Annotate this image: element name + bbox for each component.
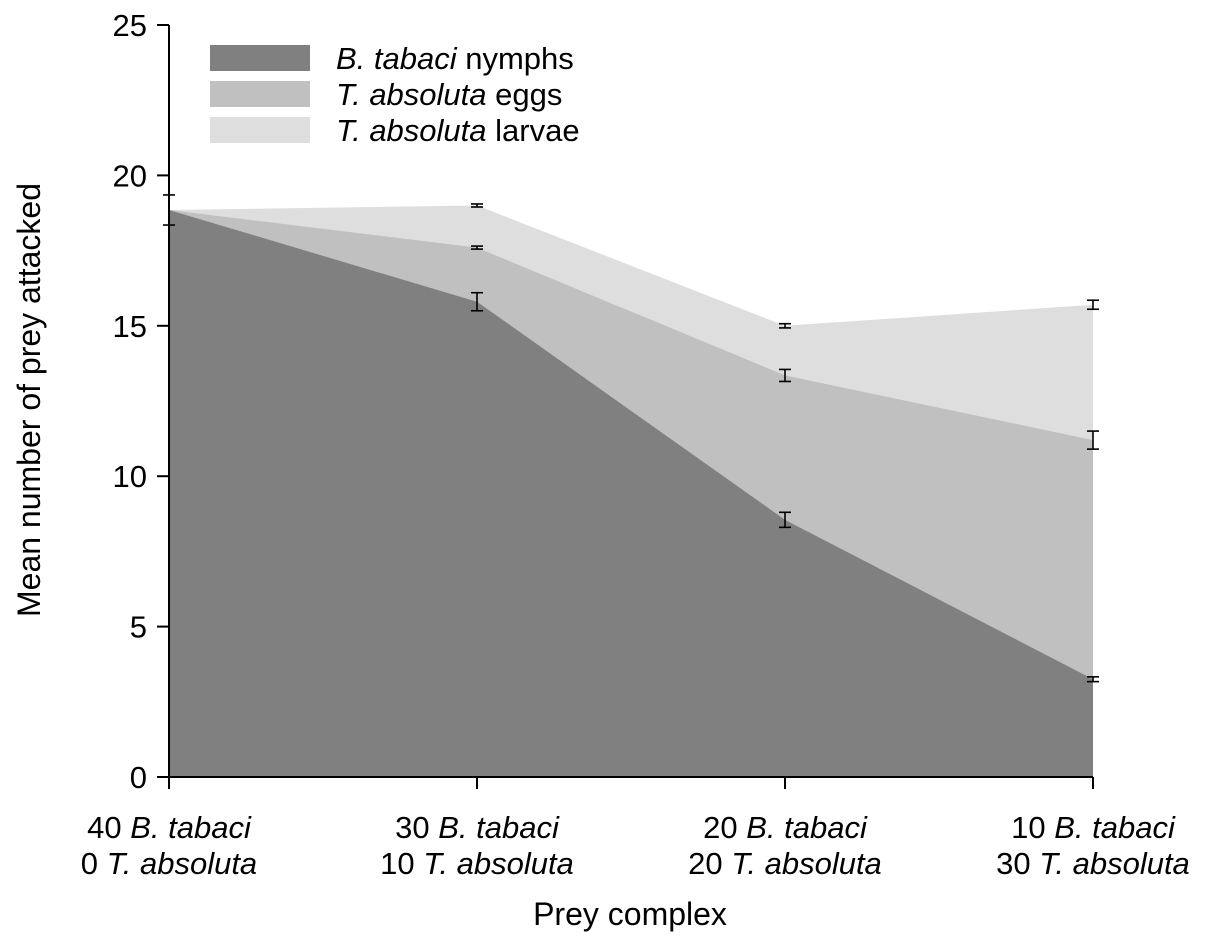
- x-axis-title: Prey complex: [533, 896, 727, 932]
- x-tick-label-2-line1: 20 B. tabaci: [703, 810, 868, 845]
- x-tick-label-3-line2: 30 T. absoluta: [996, 846, 1190, 881]
- error-bar-s2-p2: [779, 322, 791, 329]
- x-tick-label-3-line1: 10 B. tabaci: [1011, 810, 1176, 845]
- y-tick-label-5: 5: [130, 610, 147, 645]
- x-tick-label-1-line1: 30 B. tabaci: [395, 810, 560, 845]
- y-axis-title: Mean number of prey attacked: [11, 183, 47, 617]
- x-tick-label-2-line2: 20 T. absoluta: [688, 846, 882, 881]
- error-bar-s1-p3: [1087, 430, 1099, 450]
- error-bar-s2-p1: [471, 203, 483, 208]
- y-tick-label-10: 10: [113, 459, 147, 494]
- error-bar-s1-p1: [471, 245, 483, 250]
- error-bar-s1-p2: [779, 368, 791, 383]
- legend-label-2: T. absoluta larvae: [336, 113, 580, 148]
- legend-label-1: T. absoluta eggs: [336, 77, 562, 112]
- x-tick-label-1-line2: 10 T. absoluta: [380, 846, 574, 881]
- legend-swatch-0: [210, 45, 310, 71]
- error-bar-s2-p3: [1087, 299, 1099, 311]
- error-bar-s0-p1: [471, 291, 483, 312]
- area-layer: [169, 205, 1093, 778]
- x-tick-label-0-line1: 40 B. tabaci: [87, 810, 252, 845]
- y-tick-label-20: 20: [113, 158, 147, 193]
- area-series-0: [169, 209, 1093, 777]
- error-bar-s0-p3: [1087, 676, 1099, 683]
- legend-swatch-1: [210, 81, 310, 107]
- error-bar-s0-p2: [779, 511, 791, 529]
- x-tick-label-0-line2: 0 T. absoluta: [81, 846, 257, 881]
- legend-label-0: B. tabaci nymphs: [336, 41, 574, 76]
- legend-swatch-2: [210, 117, 310, 143]
- y-tick-label-0: 0: [130, 760, 147, 795]
- y-tick-label-15: 15: [113, 309, 147, 344]
- y-tick-label-25: 25: [113, 8, 147, 43]
